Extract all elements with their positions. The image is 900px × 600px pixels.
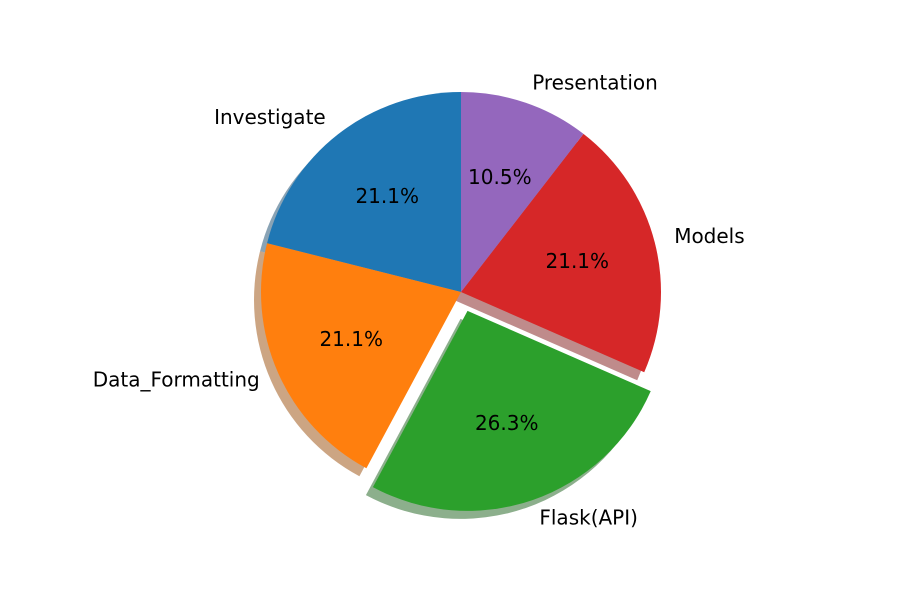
slice-percent-investigate: 21.1% <box>355 184 419 208</box>
slice-layer <box>261 92 661 511</box>
pie-slice-presentation <box>461 92 584 292</box>
slice-percent-flask-api: 26.3% <box>475 411 539 435</box>
slice-label-models: Models <box>674 224 744 248</box>
pie-slice-data-formatting <box>261 243 461 469</box>
slice-percent-data-formatting: 21.1% <box>319 327 383 351</box>
pie-slice-investigate <box>267 92 461 292</box>
slice-percent-models: 21.1% <box>546 249 610 273</box>
pie-slice-flask-api <box>372 310 651 511</box>
slice-percent-presentation: 10.5% <box>468 165 532 189</box>
pie-slice-models <box>461 133 661 373</box>
slice-label-flask-api: Flask(API) <box>539 505 638 529</box>
slice-label-investigate: Investigate <box>214 105 326 129</box>
slice-label-data-formatting: Data_Formatting <box>93 367 260 391</box>
slice-label-presentation: Presentation <box>532 70 658 94</box>
label-layer: Investigate 21.1% Data_Formatting 21.1% Flas… <box>93 70 745 529</box>
